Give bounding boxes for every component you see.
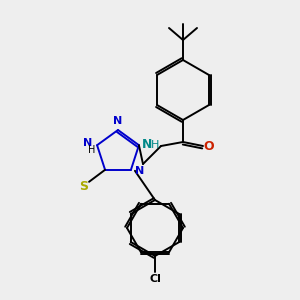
Text: S: S [80, 180, 88, 193]
Text: O: O [204, 140, 214, 154]
Text: Cl: Cl [149, 274, 161, 284]
Text: H: H [151, 140, 159, 150]
Text: H: H [88, 145, 96, 155]
Text: N: N [142, 139, 152, 152]
Text: N: N [135, 166, 144, 176]
Text: N: N [83, 138, 92, 148]
Text: N: N [113, 116, 123, 126]
